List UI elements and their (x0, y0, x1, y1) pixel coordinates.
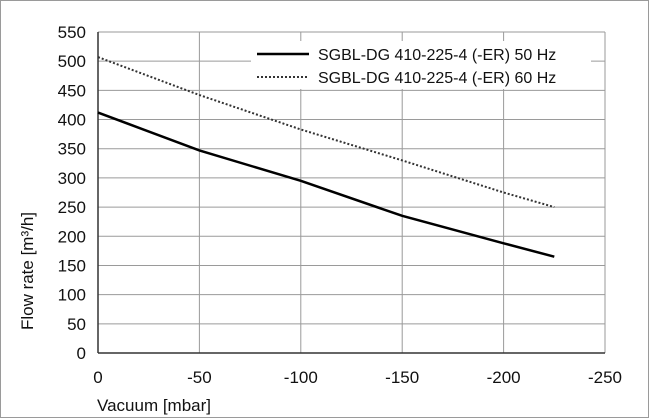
series-line-2 (97, 56, 555, 209)
legend-label-1: SGBL-DG 410-225-4 (-ER) 50 Hz (318, 47, 556, 64)
y-tick-label: 250 (58, 198, 86, 217)
y-tick-label: 50 (67, 315, 86, 334)
y-tick-labels: 0 50 100 150 200 250 300 350 400 450 500 550 (58, 23, 86, 363)
x-tick-label: -100 (284, 368, 318, 387)
x-tick-label: 0 (93, 368, 102, 387)
legend-background (251, 41, 591, 89)
y-axis-label: Flow rate [m³/h] (18, 212, 37, 330)
y-tick-label: 100 (58, 286, 86, 305)
y-tick-label: 550 (58, 23, 86, 42)
plot-border (97, 32, 605, 354)
y-tick-label: 450 (58, 81, 86, 100)
x-tick-labels: 0 -50 -100 -150 -200 -250 (93, 368, 622, 387)
y-tick-label: 500 (58, 52, 86, 71)
x-tick-label: -250 (588, 368, 622, 387)
y-tick-label: 200 (58, 227, 86, 246)
y-tick-label: 300 (58, 169, 86, 188)
y-tick-label: 150 (58, 256, 86, 275)
series-line-1 (97, 111, 555, 258)
legend-label-2: SGBL-DG 410-225-4 (-ER) 60 Hz (318, 70, 556, 87)
x-tick-label: -200 (487, 368, 521, 387)
legend: SGBL-DG 410-225-4 (-ER) 50 Hz SGBL-DG 410… (251, 41, 591, 89)
y-tick-label: 400 (58, 111, 86, 130)
x-tick-label: -50 (187, 368, 212, 387)
series-layer (97, 56, 555, 258)
y-tick-label: 0 (77, 344, 86, 363)
x-axis-label: Vacuum [mbar] (97, 396, 211, 415)
y-tick-label: 350 (58, 140, 86, 159)
x-tick-label: -150 (385, 368, 419, 387)
